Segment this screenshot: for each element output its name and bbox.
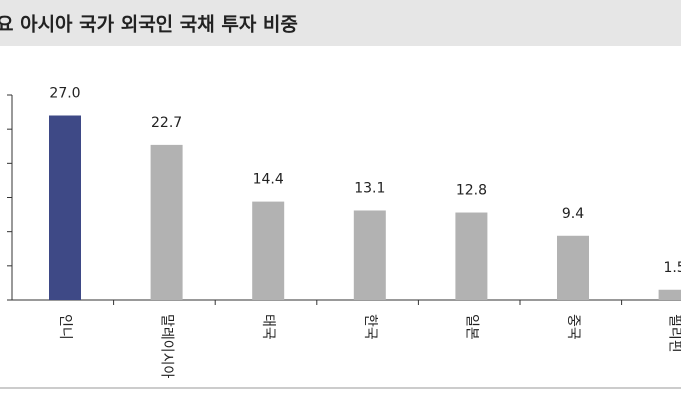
x-tick-label: 중국 bbox=[565, 314, 581, 340]
bar bbox=[252, 201, 285, 300]
bar bbox=[658, 289, 681, 300]
bar bbox=[455, 212, 488, 300]
value-label: 1.5 bbox=[663, 260, 681, 276]
value-label: 27.0 bbox=[49, 86, 80, 102]
bar bbox=[353, 210, 386, 300]
x-tick-label: 태국 bbox=[260, 314, 276, 340]
x-tick-label: 인니 bbox=[57, 314, 73, 340]
value-label: 22.7 bbox=[151, 115, 182, 131]
chart-title: 요 아시아 국가 외국인 국채 투자 비중 bbox=[0, 14, 298, 36]
value-label: 14.4 bbox=[253, 172, 284, 188]
value-label: 13.1 bbox=[354, 180, 385, 196]
x-tick-label: 일본 bbox=[463, 314, 479, 340]
x-tick-label: 말레이시아 bbox=[159, 314, 175, 379]
bar bbox=[150, 144, 183, 300]
x-tick-label: 한국 bbox=[362, 314, 378, 340]
title-band bbox=[0, 0, 681, 46]
value-label: 9.4 bbox=[562, 206, 584, 222]
bar bbox=[557, 235, 589, 300]
x-tick-label: 필리핀 bbox=[667, 314, 681, 353]
value-label: 12.8 bbox=[456, 183, 487, 199]
bar bbox=[49, 115, 81, 300]
